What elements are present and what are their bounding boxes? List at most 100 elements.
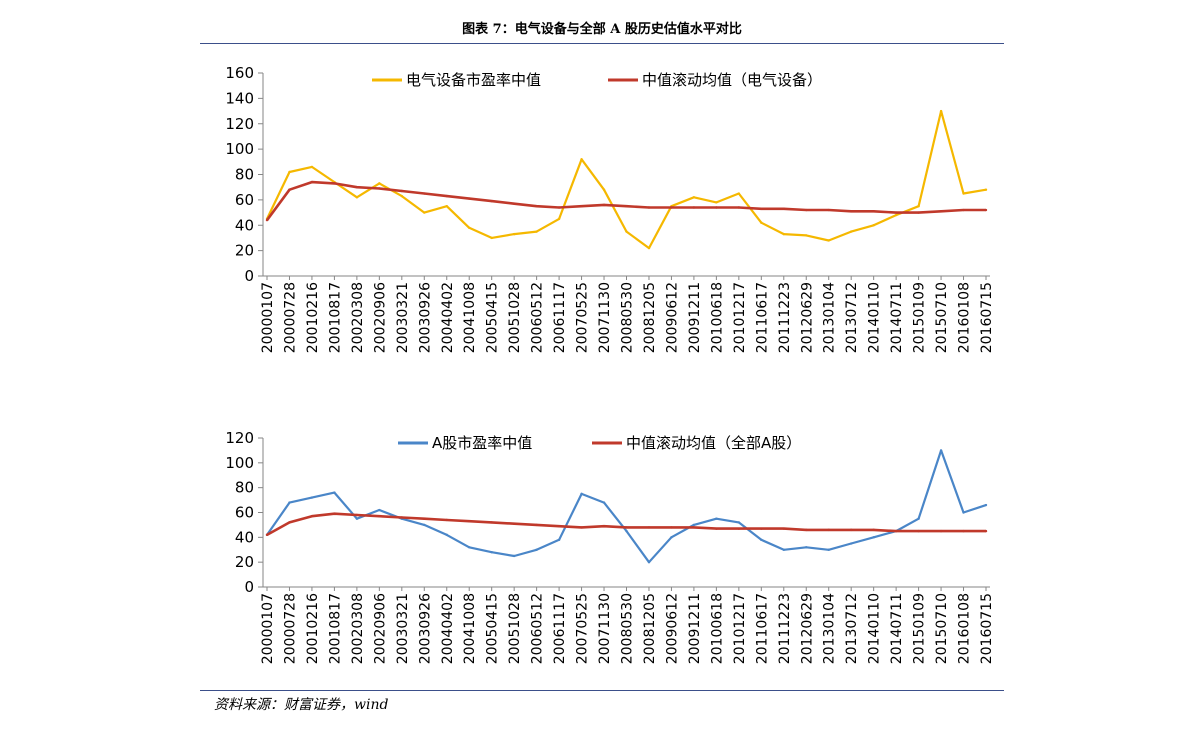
- series-1-point: [535, 230, 538, 233]
- series-2-point: [715, 206, 718, 209]
- x-tick-label: 20070525: [575, 282, 591, 353]
- x-tick-label: 20030926: [417, 282, 433, 353]
- series-1-point: [872, 224, 875, 227]
- series-2-point: [310, 180, 314, 184]
- x-tick-label: 20061117: [552, 593, 568, 664]
- y-tick-label: 100: [225, 140, 254, 158]
- x-tick-label: 20090612: [664, 593, 680, 664]
- series-1-point: [580, 158, 583, 161]
- series-1-point: [827, 239, 830, 242]
- x-tick-label: 20071130: [597, 593, 613, 664]
- series-2-point: [355, 185, 359, 189]
- series-2-point: [602, 524, 606, 528]
- series-1-point: [288, 170, 291, 174]
- series-2-point: [557, 206, 561, 209]
- x-tick-label: 20130712: [844, 593, 860, 664]
- series-1-point: [782, 232, 785, 236]
- series-1-point: [580, 492, 583, 496]
- y-tick-label: 100: [225, 454, 254, 472]
- series-1-point: [760, 221, 763, 224]
- series-1-point: [849, 230, 853, 233]
- series-1-point: [490, 551, 493, 554]
- x-tick-label: 20160108: [957, 282, 973, 353]
- y-tick-label: 60: [235, 504, 254, 522]
- series-2-point: [468, 197, 471, 200]
- series-2-point: [670, 206, 673, 209]
- series-2-point: [872, 528, 875, 532]
- series-2-point: [580, 526, 583, 529]
- x-tick-label: 20100618: [709, 593, 725, 664]
- series-2-point: [535, 523, 538, 527]
- series-2-point: [512, 522, 516, 525]
- series-2-point: [265, 533, 269, 537]
- series-1-point: [805, 546, 808, 549]
- x-tick-label: 20110617: [754, 282, 770, 353]
- x-tick-label: 20091211: [687, 593, 703, 664]
- x-tick-label: 20030926: [417, 593, 433, 664]
- x-tick-label: 20101217: [732, 593, 748, 664]
- series-line-1: [266, 449, 987, 564]
- series-1-point: [670, 536, 673, 539]
- x-tick-label: 20000107: [260, 593, 276, 664]
- series-1-point: [310, 165, 314, 169]
- x-tick-label: 20140711: [889, 593, 905, 664]
- x-tick-label: 20050415: [485, 593, 501, 664]
- series-1-point: [423, 523, 426, 527]
- series-1-point: [872, 536, 875, 539]
- series-1-point: [962, 192, 965, 195]
- x-tick-label: 20150109: [912, 593, 928, 664]
- x-tick-label: 20020906: [372, 282, 388, 353]
- series-2-point: [827, 208, 830, 212]
- series-2-point: [760, 527, 763, 530]
- series-1-point: [288, 501, 291, 504]
- series-2-point: [378, 187, 381, 190]
- series-2-point: [580, 205, 583, 208]
- series-1-point: [962, 511, 965, 514]
- series-2-point: [265, 218, 269, 222]
- series-2-point: [917, 211, 920, 214]
- x-tick-label: 20150109: [912, 282, 928, 353]
- x-tick-label: 20100618: [709, 282, 725, 353]
- series-2-point: [490, 199, 493, 203]
- series-2-point: [760, 207, 763, 210]
- legend-label-1: A股市盈率中值: [432, 434, 532, 452]
- series-2-point: [849, 210, 853, 213]
- series-2-point: [647, 526, 651, 529]
- x-tick-label: 20130104: [822, 282, 838, 353]
- x-tick-label: 20110617: [754, 593, 770, 664]
- series-2-point: [647, 206, 651, 209]
- x-tick-label: 20010817: [327, 282, 343, 353]
- y-tick-label: 60: [235, 191, 254, 209]
- x-tick-label: 20150710: [934, 282, 950, 353]
- x-tick-label: 20010216: [305, 593, 321, 664]
- source-note: 资料来源：财富证券，wind: [214, 697, 389, 713]
- x-tick-label: 20070525: [575, 593, 591, 664]
- x-tick-label: 20101217: [732, 282, 748, 353]
- x-tick-label: 20080530: [620, 593, 636, 664]
- series-1-point: [939, 109, 943, 113]
- series-2-point: [333, 512, 336, 515]
- x-tick-label: 20051028: [507, 593, 523, 664]
- series-1-point: [355, 517, 359, 520]
- x-tick-label: 20060512: [530, 593, 546, 664]
- series-2-point: [782, 207, 785, 210]
- series-2-point: [894, 211, 898, 214]
- series-1-point: [625, 230, 628, 233]
- series-2-point: [625, 205, 628, 208]
- series-1-point: [692, 523, 696, 527]
- series-1-point: [445, 533, 448, 537]
- x-tick-label: 20000728: [282, 593, 298, 664]
- series-1-point: [512, 554, 516, 558]
- x-tick-label: 20130104: [822, 593, 838, 664]
- y-tick-label: 0: [244, 267, 254, 285]
- series-2-point: [805, 208, 808, 212]
- y-tick-label: 140: [225, 89, 254, 107]
- x-tick-label: 20071130: [597, 282, 613, 353]
- x-tick-label: 20000107: [260, 282, 276, 353]
- x-tick-label: 20111223: [777, 282, 793, 353]
- series-2-point: [625, 526, 628, 529]
- series-2-point: [984, 208, 988, 212]
- y-tick-label: 160: [225, 64, 254, 82]
- series-2-point: [310, 515, 314, 518]
- series-1-point: [333, 491, 336, 494]
